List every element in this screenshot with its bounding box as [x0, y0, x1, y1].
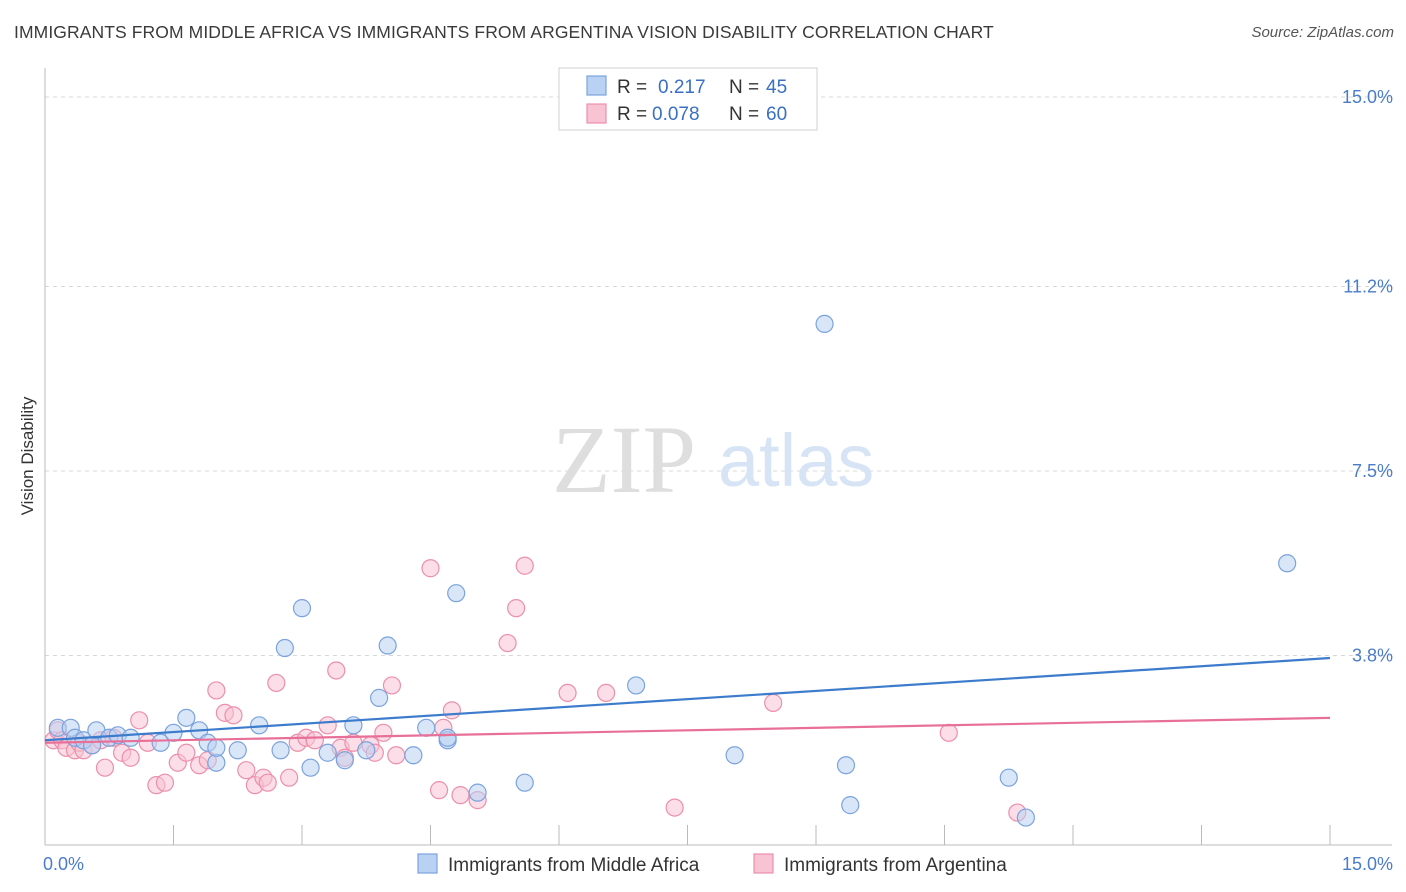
point-argentina — [498, 633, 517, 653]
point-middle-africa — [228, 741, 247, 760]
point-argentina — [258, 773, 277, 792]
point-argentina — [515, 556, 534, 575]
point-argentina — [665, 798, 684, 817]
bottom-legend-swatch-argentina — [753, 853, 774, 874]
y-axis-title: Vision Disability — [18, 396, 37, 515]
top-legend: R = 0.217 N = 45 R = 0.078 N = 60 — [558, 67, 818, 131]
point-middle-africa — [335, 751, 354, 770]
point-argentina — [421, 559, 440, 578]
legend-n-label: N = — [729, 77, 759, 98]
point-middle-africa — [301, 758, 320, 777]
x-tick-label: 0.0% — [43, 854, 84, 874]
point-middle-africa — [121, 728, 140, 747]
point-argentina — [374, 723, 393, 742]
point-middle-africa — [1016, 808, 1035, 827]
point-argentina — [177, 743, 196, 762]
point-argentina — [507, 599, 526, 618]
watermark-atlas: atlas — [718, 419, 874, 502]
chart-title: IMMIGRANTS FROM MIDDLE AFRICA VS IMMIGRA… — [14, 22, 994, 42]
axes — [44, 68, 1392, 846]
point-argentina — [939, 723, 958, 742]
point-middle-africa — [83, 736, 102, 755]
point-middle-africa — [447, 584, 466, 603]
legend-swatch-middle-africa — [586, 75, 607, 96]
legend-r-label: R = — [617, 77, 647, 98]
legend-r-value: 0.217 — [658, 77, 706, 98]
point-argentina — [237, 761, 256, 780]
x-tick-label: 15.0% — [1342, 854, 1393, 874]
point-argentina — [327, 661, 346, 680]
legend-n-value: 60 — [766, 104, 787, 125]
point-middle-africa — [841, 796, 860, 815]
point-argentina — [95, 758, 115, 777]
point-middle-africa — [815, 314, 834, 333]
point-middle-africa — [207, 738, 226, 757]
point-argentina — [224, 706, 243, 725]
point-middle-africa — [836, 756, 856, 775]
point-argentina — [451, 786, 470, 805]
legend-n-label: N = — [729, 104, 759, 125]
trend-line-argentina — [44, 716, 1331, 744]
point-argentina — [387, 746, 406, 765]
tick-labels: 3.8% 7.5% 11.2% 15.0% 0.0% 15.0% — [43, 87, 1393, 874]
bottom-legend-label-middle-africa: Immigrants from Middle Africa — [448, 855, 700, 876]
bottom-legend: Immigrants from Middle Africa Immigrants… — [417, 853, 1007, 876]
point-middle-africa — [370, 688, 389, 707]
point-argentina — [558, 683, 577, 703]
point-middle-africa — [626, 676, 646, 695]
point-middle-africa — [318, 743, 337, 762]
point-middle-africa — [378, 636, 397, 655]
point-middle-africa — [357, 741, 376, 760]
point-argentina — [305, 731, 324, 750]
point-argentina — [267, 673, 286, 693]
point-argentina — [382, 676, 402, 695]
point-middle-africa — [404, 746, 423, 765]
point-argentina — [597, 683, 616, 703]
trend-lines — [44, 656, 1331, 744]
point-argentina — [280, 768, 299, 787]
point-argentina — [130, 711, 149, 730]
point-argentina — [764, 693, 783, 712]
point-argentina — [121, 748, 140, 767]
point-middle-africa — [515, 773, 534, 792]
bottom-legend-swatch-middle-africa — [417, 853, 438, 874]
grid-lines — [45, 96, 1392, 657]
y-tick-label: 7.5% — [1352, 461, 1393, 481]
series-middle-africa-points — [48, 314, 1297, 827]
y-tick-label: 11.2% — [1343, 276, 1393, 296]
point-middle-africa — [271, 741, 290, 760]
point-argentina — [429, 781, 449, 800]
y-tick-label: 3.8% — [1352, 646, 1393, 666]
point-middle-africa — [438, 728, 457, 747]
series-argentina-points — [44, 556, 1027, 822]
source-label: Source: ZipAtlas.com — [1251, 24, 1394, 41]
point-argentina — [207, 681, 226, 700]
point-middle-africa — [177, 708, 196, 727]
watermark-zip: ZIP — [552, 406, 696, 513]
point-middle-africa — [999, 768, 1018, 787]
point-middle-africa — [151, 733, 170, 752]
point-middle-africa — [417, 718, 436, 737]
point-middle-africa — [468, 783, 487, 802]
point-middle-africa — [725, 746, 744, 765]
legend-r-value: 0.078 — [652, 104, 700, 125]
bottom-legend-label-argentina: Immigrants from Argentina — [784, 855, 1007, 876]
point-middle-africa — [1278, 554, 1297, 573]
point-middle-africa — [292, 599, 312, 618]
point-argentina — [318, 716, 337, 735]
legend-swatch-argentina — [586, 103, 607, 124]
point-middle-africa — [275, 638, 294, 658]
trend-line-middle-africa — [44, 656, 1331, 742]
point-argentina — [442, 701, 462, 720]
legend-r-label: R = — [617, 104, 647, 125]
legend-n-value: 45 — [766, 77, 787, 98]
point-argentina — [155, 773, 175, 792]
y-tick-label: 15.0% — [1342, 87, 1393, 107]
